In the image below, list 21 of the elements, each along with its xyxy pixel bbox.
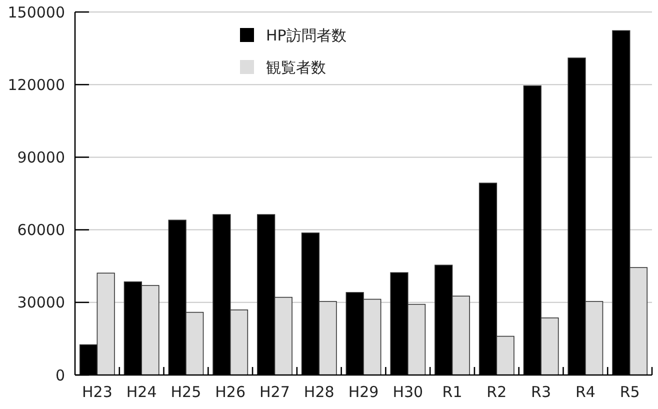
x-tick-label: H27	[260, 383, 290, 401]
x-tick-label: H28	[304, 383, 334, 401]
y-tick-label: 30000	[17, 294, 65, 312]
x-tick-label: R4	[575, 383, 596, 401]
x-tick-label: H23	[82, 383, 112, 401]
x-tick-label: R3	[531, 383, 552, 401]
x-tick-label: H30	[392, 383, 424, 401]
y-tick-label: 90000	[17, 148, 65, 166]
y-tick-label: 150000	[8, 3, 65, 22]
legend-label: HP訪問者数	[266, 26, 346, 44]
x-tick-label: R1	[442, 383, 462, 401]
y-tick-label: 0	[55, 366, 65, 384]
x-tick-label: H29	[348, 383, 379, 401]
x-tick-label: H26	[215, 383, 246, 401]
legend-label: 観覧者数	[266, 58, 326, 76]
x-tick-label: H24	[126, 383, 157, 401]
x-tick-label: R2	[486, 383, 507, 401]
y-tick-label: 60000	[17, 221, 65, 240]
y-tick-label: 120000	[8, 76, 65, 94]
x-tick-label: R5	[620, 383, 640, 401]
x-tick-label: H25	[170, 383, 202, 401]
